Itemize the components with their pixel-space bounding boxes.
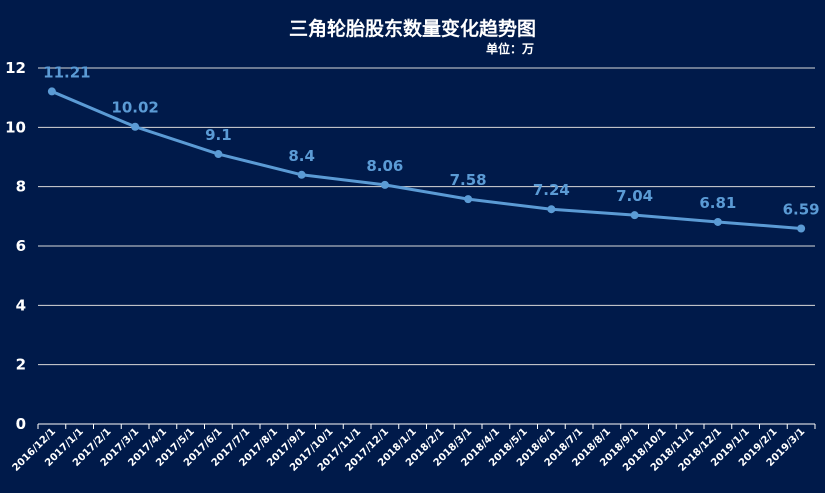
y-tick-label: 6 <box>16 237 26 255</box>
series-line <box>51 90 802 230</box>
data-point <box>713 217 722 226</box>
data-point <box>131 122 140 131</box>
data-point <box>464 195 473 204</box>
data-label: 6.59 <box>783 200 820 218</box>
y-tick-label: 0 <box>16 415 26 433</box>
y-tick-label: 2 <box>16 356 26 374</box>
data-point <box>797 224 806 233</box>
y-tick-label: 4 <box>16 296 26 314</box>
data-point <box>214 150 223 159</box>
chart-title: 三角轮胎股东数量变化趋势图 <box>288 18 536 40</box>
data-label: 8.4 <box>288 147 315 165</box>
data-point <box>380 180 389 189</box>
chart-unit-label: 单位：万 <box>485 42 534 56</box>
data-point <box>297 170 306 179</box>
y-tick-label: 8 <box>16 178 26 196</box>
y-tick-label: 12 <box>5 59 26 77</box>
data-label: 10.02 <box>111 99 158 117</box>
data-label: 7.58 <box>450 171 487 189</box>
data-label: 6.81 <box>699 194 736 212</box>
data-label: 9.1 <box>205 126 232 144</box>
data-point <box>47 87 56 96</box>
data-point <box>547 205 556 214</box>
data-point <box>630 211 639 220</box>
data-label: 11.21 <box>43 63 90 81</box>
data-label: 7.04 <box>616 187 653 205</box>
data-label: 7.24 <box>533 181 570 199</box>
data-label: 8.06 <box>366 157 403 175</box>
y-tick-label: 10 <box>5 118 26 136</box>
